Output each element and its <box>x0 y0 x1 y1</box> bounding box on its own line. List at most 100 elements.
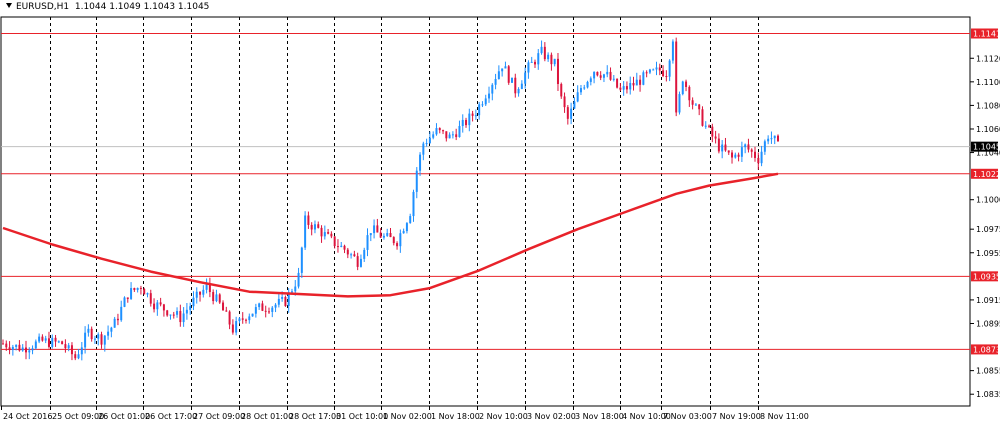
candle-body-bear <box>701 109 704 126</box>
candle-body-bear <box>616 78 619 88</box>
candle-body-bear <box>245 319 248 321</box>
candle-body-bear <box>662 70 665 76</box>
candle-body-bull <box>287 292 290 306</box>
candle-body-bull <box>478 104 481 116</box>
candle-body-bear <box>231 324 234 333</box>
triangle-down-icon[interactable] <box>6 3 12 8</box>
candle-body-bear <box>675 41 678 113</box>
candle-body-bear <box>162 304 165 311</box>
candle-body-bear <box>514 77 517 94</box>
candle-body-bear <box>179 311 182 323</box>
candle-body-bear <box>284 297 287 306</box>
candle-body-bear <box>222 302 225 311</box>
candle-body-bear <box>560 84 563 97</box>
candle-body-bull <box>290 291 293 293</box>
candle-body-bull <box>504 66 507 69</box>
candle-body-bull <box>547 54 550 60</box>
ohlc-quote: 1.1044 1.1049 1.1043 1.1045 <box>74 2 210 12</box>
candle-body-bull <box>363 249 366 259</box>
candle-body-bull <box>67 345 70 349</box>
candle-body-bull <box>468 113 471 126</box>
candle-body-bull <box>484 98 487 105</box>
candle-body-bull <box>491 84 494 94</box>
y-tick-label: 1.1040 <box>976 149 1000 158</box>
candle-body-bear <box>208 283 211 293</box>
candle-body-bull <box>694 104 697 106</box>
candle-body-bull <box>57 341 60 343</box>
level-price-label: 1.1022 <box>973 170 1000 179</box>
candle-body-bear <box>599 75 602 78</box>
candle-body-bull <box>87 328 90 333</box>
candle-body-bear <box>465 119 468 126</box>
candle-body-bear <box>126 297 129 299</box>
candle-body-bear <box>116 318 119 321</box>
candle-body-bear <box>747 144 750 150</box>
candle-body-bull <box>606 71 609 75</box>
candle-body-bear <box>70 345 73 355</box>
candle-body-bull <box>182 313 185 323</box>
x-tick-label: 27 Oct 09:00 <box>193 412 245 421</box>
x-tick-label: 25 Oct 09:00 <box>52 412 104 421</box>
candle-body-bull <box>21 347 24 351</box>
y-tick-label: 1.1060 <box>976 125 1000 134</box>
plot-area <box>0 16 971 407</box>
candle-body-bear <box>64 344 67 349</box>
candle-body-bull <box>113 318 116 328</box>
candle-body-bull <box>189 306 192 310</box>
candle-body-bull <box>271 307 274 312</box>
candle-body-bear <box>41 336 44 341</box>
candle-body-bull <box>34 341 37 349</box>
candle-body-bear <box>471 113 474 116</box>
candle-body-bear <box>543 46 546 60</box>
candle-body-bull <box>294 286 297 292</box>
candle-body-bear <box>343 245 346 250</box>
candle-body-bear <box>708 125 711 127</box>
moving-average-line <box>2 172 779 298</box>
candle-body-bull <box>97 334 100 339</box>
candle-body-bull <box>422 143 425 155</box>
candle-body-bull <box>123 297 126 307</box>
candle-body-bear <box>336 246 339 248</box>
candle-body-bull <box>770 138 773 140</box>
candle-body-bear <box>327 232 330 234</box>
candle-body-bear <box>757 157 760 164</box>
x-tick-label: 28 Oct 17:00 <box>289 412 341 421</box>
candle-body-bear <box>609 71 612 80</box>
candle-body-bull <box>530 61 533 63</box>
candle-body-bull <box>540 46 543 54</box>
candle-body-bull <box>432 134 435 138</box>
candle-body-bull <box>671 41 674 61</box>
y-tick-label: 1.1080 <box>976 101 1000 110</box>
candle-body-bear <box>711 126 714 137</box>
candle-body-bear <box>261 303 264 311</box>
candle-body-bull <box>274 304 277 308</box>
y-tick-label: 1.1120 <box>976 54 1000 63</box>
candle-body-bull <box>652 69 655 71</box>
current-price-label: 1.1045 <box>973 143 1000 152</box>
candle-body-bear <box>346 249 349 255</box>
candle-body-bull <box>488 93 491 99</box>
candle-body-bull <box>323 232 326 237</box>
candle-body-bull <box>366 235 369 250</box>
candle-body-bull <box>681 81 684 95</box>
candle-body-bull <box>740 147 743 157</box>
candle-body-bear <box>550 54 553 65</box>
candle-body-bull <box>185 309 188 314</box>
candle-body-bull <box>235 321 238 333</box>
candle-body-bull <box>107 331 110 336</box>
candle-body-bull <box>517 88 520 94</box>
candle-body-bull <box>281 297 284 299</box>
candle-body-bull <box>44 338 47 341</box>
candle-body-bull <box>93 338 96 340</box>
candle-body-bull <box>31 348 34 351</box>
candle-body-bull <box>277 298 280 305</box>
candle-body-bear <box>714 136 717 139</box>
candle-body-bear <box>724 144 727 151</box>
candle-body-bear <box>632 82 635 86</box>
y-tick-label: 1.1100 <box>976 78 1000 87</box>
candle-body-bear <box>645 72 648 74</box>
candle-body-bear <box>54 337 57 342</box>
candle-body-bull <box>84 332 87 348</box>
candle-body-bear <box>61 341 64 345</box>
